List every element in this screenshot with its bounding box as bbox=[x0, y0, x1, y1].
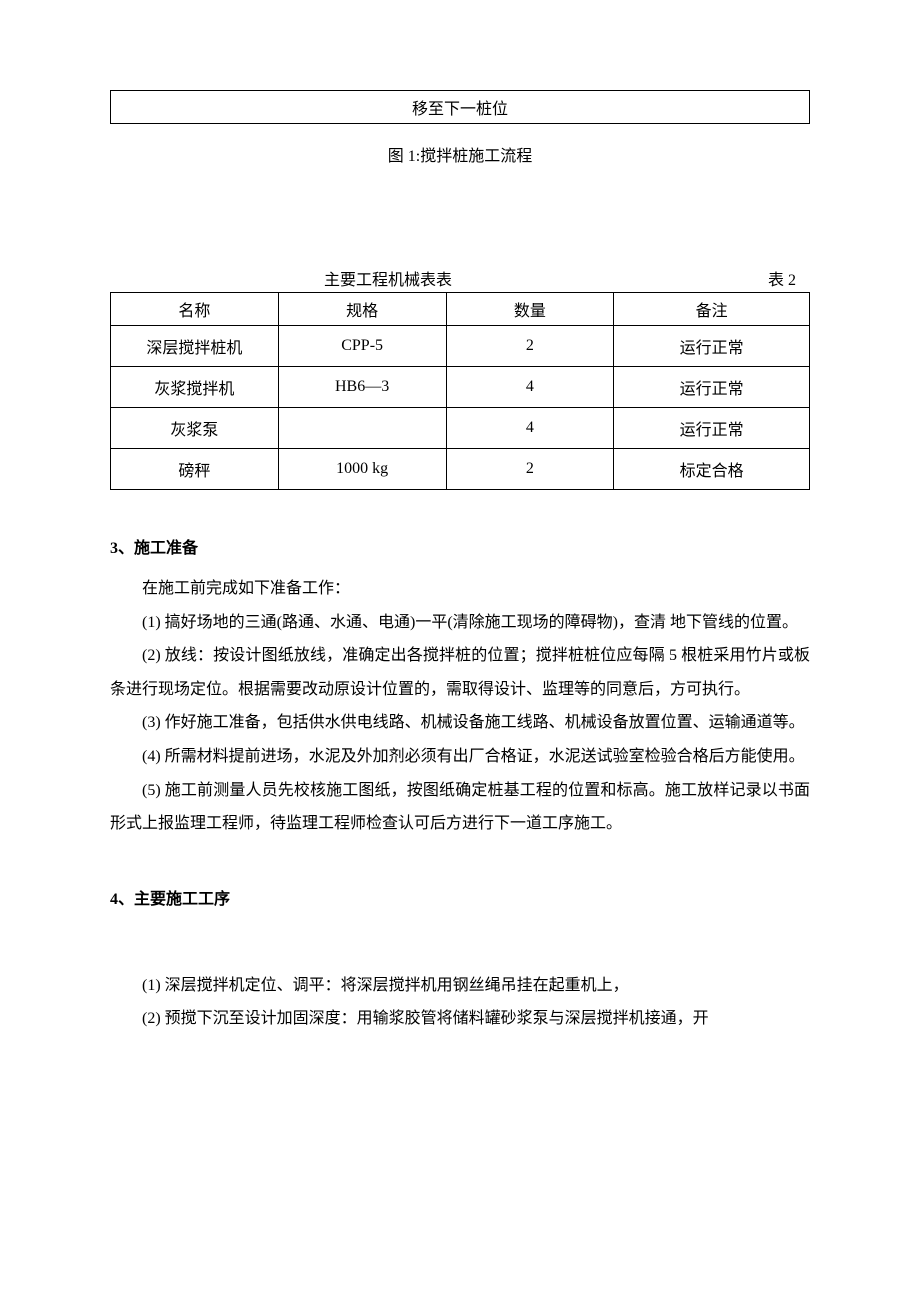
cell-qty: 4 bbox=[446, 408, 614, 449]
th-qty: 数量 bbox=[446, 293, 614, 326]
table-row: 灰浆搅拌机 HB6—3 4 运行正常 bbox=[111, 367, 810, 408]
cell-qty: 4 bbox=[446, 367, 614, 408]
top-step-text: 移至下一桩位 bbox=[412, 101, 508, 118]
cell-name: 灰浆泵 bbox=[111, 408, 279, 449]
section-3: 3、施工准备 在施工前完成如下准备工作： (1) 搞好场地的三通(路通、水通、电… bbox=[110, 534, 810, 841]
cell-note: 运行正常 bbox=[614, 326, 810, 367]
cell-spec bbox=[278, 408, 446, 449]
cell-qty: 2 bbox=[446, 449, 614, 490]
cell-qty: 2 bbox=[446, 326, 614, 367]
cell-spec: HB6—3 bbox=[278, 367, 446, 408]
section-4-p2: (2) 预搅下沉至设计加固深度：用输浆胶管将储料罐砂浆泵与深层搅拌机接通，开 bbox=[110, 1002, 810, 1036]
section-3-p3: (3) 作好施工准备，包括供水供电线路、机械设备施工线路、机械设备放置位置、运输… bbox=[110, 706, 810, 740]
machinery-table: 名称 规格 数量 备注 深层搅拌桩机 CPP-5 2 运行正常 灰浆搅拌机 HB… bbox=[110, 292, 810, 490]
section-4-p1: (1) 深层搅拌机定位、调平：将深层搅拌机用钢丝绳吊挂在起重机上， bbox=[110, 969, 810, 1003]
table-row: 磅秤 1000 kg 2 标定合格 bbox=[111, 449, 810, 490]
table-header-row: 主要工程机械表表 表 2 bbox=[110, 266, 810, 290]
section-4: 4、主要施工工序 (1) 深层搅拌机定位、调平：将深层搅拌机用钢丝绳吊挂在起重机… bbox=[110, 885, 810, 1036]
section-3-p2: (2) 放线：按设计图纸放线，准确定出各搅拌桩的位置；搅拌桩桩位应每隔 5 根桩… bbox=[110, 639, 810, 706]
table-row: 深层搅拌桩机 CPP-5 2 运行正常 bbox=[111, 326, 810, 367]
section-3-p5: (5) 施工前测量人员先校核施工图纸，按图纸确定桩基工程的位置和标高。施工放样记… bbox=[110, 774, 810, 841]
figure-caption: 图 1:搅拌桩施工流程 bbox=[110, 142, 810, 166]
section-3-intro: 在施工前完成如下准备工作： bbox=[110, 572, 810, 606]
table-header: 名称 规格 数量 备注 bbox=[111, 293, 810, 326]
section-3-heading: 3、施工准备 bbox=[110, 534, 810, 558]
top-step-box: 移至下一桩位 bbox=[110, 90, 810, 124]
section-4-heading: 4、主要施工工序 bbox=[110, 885, 810, 909]
table-number: 表 2 bbox=[768, 266, 796, 290]
cell-name: 深层搅拌桩机 bbox=[111, 326, 279, 367]
section-3-p4: (4) 所需材料提前进场，水泥及外加剂必须有出厂合格证，水泥送试验室检验合格后方… bbox=[110, 740, 810, 774]
th-spec: 规格 bbox=[278, 293, 446, 326]
th-note: 备注 bbox=[614, 293, 810, 326]
section-3-body: 在施工前完成如下准备工作： (1) 搞好场地的三通(路通、水通、电通)一平(清除… bbox=[110, 572, 810, 841]
table-title: 主要工程机械表表 bbox=[324, 266, 452, 290]
cell-spec: CPP-5 bbox=[278, 326, 446, 367]
cell-note: 运行正常 bbox=[614, 367, 810, 408]
section-4-body: (1) 深层搅拌机定位、调平：将深层搅拌机用钢丝绳吊挂在起重机上， (2) 预搅… bbox=[110, 969, 810, 1036]
cell-note: 标定合格 bbox=[614, 449, 810, 490]
cell-name: 灰浆搅拌机 bbox=[111, 367, 279, 408]
section-3-p1: (1) 搞好场地的三通(路通、水通、电通)一平(清除施工现场的障碍物)，查清 地… bbox=[110, 606, 810, 640]
th-name: 名称 bbox=[111, 293, 279, 326]
table-row: 灰浆泵 4 运行正常 bbox=[111, 408, 810, 449]
cell-name: 磅秤 bbox=[111, 449, 279, 490]
cell-spec: 1000 kg bbox=[278, 449, 446, 490]
cell-note: 运行正常 bbox=[614, 408, 810, 449]
